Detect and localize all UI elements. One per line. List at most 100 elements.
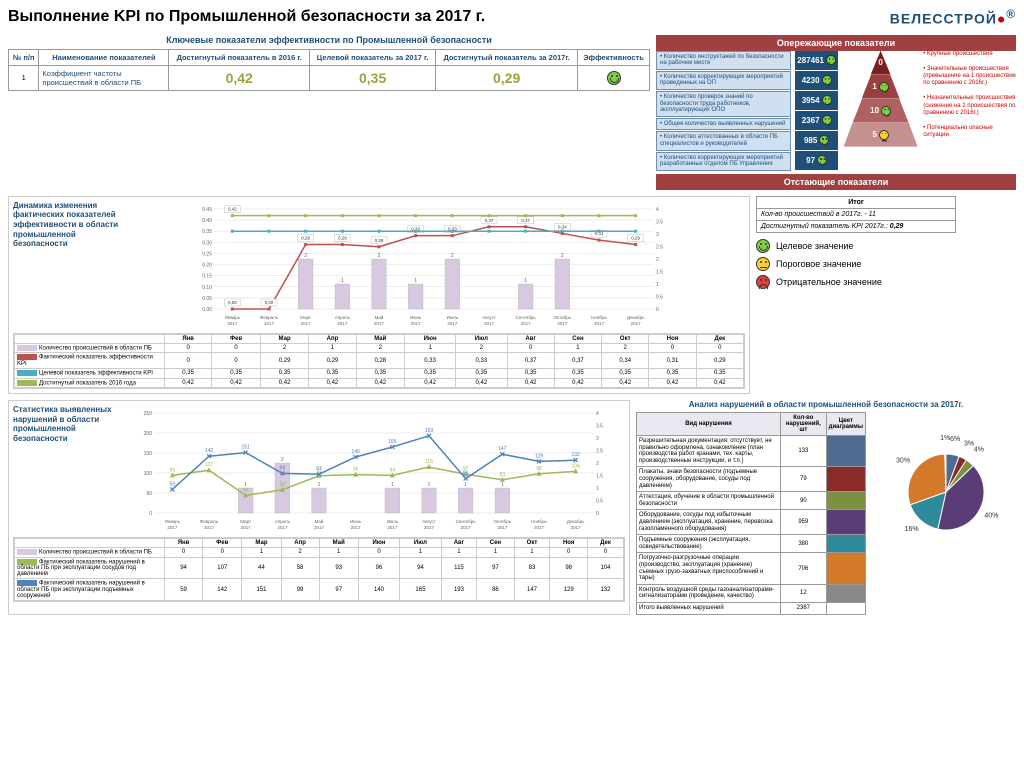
svg-text:0.05: 0.05: [202, 296, 212, 302]
svg-text:104: 104: [571, 463, 580, 469]
svg-text:83: 83: [500, 472, 506, 478]
svg-text:Август: Август: [482, 315, 496, 320]
svg-text:Январь: Январь: [225, 315, 241, 320]
kpi-table: № п/пНаименование показателейДостигнутый…: [8, 49, 650, 91]
svg-text:2017: 2017: [534, 525, 545, 530]
svg-text:1: 1: [341, 278, 344, 284]
svg-text:2017: 2017: [204, 525, 215, 530]
svg-text:2017: 2017: [447, 321, 458, 326]
svg-text:Май: Май: [375, 314, 384, 320]
svg-text:1: 1: [318, 482, 321, 488]
svg-text:0.00: 0.00: [202, 307, 212, 313]
svg-text:30%: 30%: [896, 458, 910, 465]
svg-text:Сентябрь: Сентябрь: [456, 519, 477, 524]
svg-text:0.25: 0.25: [202, 251, 212, 257]
itog-table: Итог Кол-во происшествий в 2017г. - 11 Д…: [756, 196, 956, 233]
svg-text:2: 2: [281, 457, 284, 463]
svg-text:2: 2: [596, 461, 599, 467]
svg-text:0,42: 0,42: [228, 206, 237, 211]
svg-text:200: 200: [144, 431, 153, 437]
svg-text:2: 2: [656, 257, 659, 263]
svg-text:Июль: Июль: [387, 519, 399, 524]
svg-text:2: 2: [378, 253, 381, 259]
svg-text:2017: 2017: [167, 525, 178, 530]
svg-text:3: 3: [596, 436, 599, 442]
svg-text:3.5: 3.5: [596, 424, 603, 430]
svg-text:2.5: 2.5: [656, 244, 663, 250]
svg-text:2017: 2017: [351, 525, 362, 530]
svg-text:94: 94: [170, 467, 176, 473]
svg-text:1: 1: [464, 482, 467, 488]
svg-text:Февраль: Февраль: [260, 315, 279, 320]
svg-text:86: 86: [463, 471, 469, 477]
svg-text:0,29: 0,29: [631, 235, 640, 240]
svg-text:0: 0: [149, 511, 152, 517]
svg-text:2: 2: [561, 253, 564, 259]
svg-text:Ноябрь: Ноябрь: [591, 315, 607, 320]
svg-text:97: 97: [316, 466, 322, 472]
svg-text:Ноябрь: Ноябрь: [531, 519, 547, 524]
svg-text:44: 44: [243, 487, 249, 493]
svg-text:98: 98: [536, 466, 542, 472]
svg-text:0.20: 0.20: [202, 262, 212, 268]
svg-text:3.5: 3.5: [656, 219, 663, 225]
svg-text:0,00: 0,00: [265, 300, 274, 305]
svg-text:4: 4: [656, 207, 659, 213]
svg-text:58: 58: [280, 482, 286, 488]
svg-text:4: 4: [596, 411, 599, 417]
svg-text:1.5: 1.5: [656, 269, 663, 275]
violations-table: Вид нарушенияКол-во нарушений, штЦвет ди…: [636, 412, 866, 614]
svg-text:2017: 2017: [484, 321, 495, 326]
svg-text:Апрель: Апрель: [335, 315, 351, 320]
svg-text:16%: 16%: [905, 526, 919, 533]
svg-text:2017: 2017: [497, 525, 508, 530]
svg-text:0.5: 0.5: [656, 294, 663, 300]
svg-text:1: 1: [391, 482, 394, 488]
svg-text:2017: 2017: [411, 321, 422, 326]
svg-text:Август: Август: [422, 519, 436, 524]
svg-text:2017: 2017: [241, 525, 252, 530]
svg-text:2017: 2017: [631, 321, 642, 326]
svg-text:2017: 2017: [314, 525, 325, 530]
kpi-table-block: Ключевые показатели эффективности по Про…: [8, 35, 650, 190]
svg-text:3%: 3%: [964, 440, 974, 447]
svg-text:59: 59: [170, 481, 176, 487]
violations-block: Анализ нарушений в области промышленной …: [636, 400, 1016, 614]
svg-text:2017: 2017: [424, 525, 435, 530]
svg-text:0.35: 0.35: [202, 229, 212, 235]
svg-text:Октябрь: Октябрь: [554, 315, 572, 320]
svg-text:2017: 2017: [227, 321, 238, 326]
svg-text:Январь: Январь: [165, 519, 181, 524]
svg-text:151: 151: [241, 445, 250, 451]
svg-text:107: 107: [205, 462, 214, 468]
svg-text:Октябрь: Октябрь: [494, 519, 512, 524]
itog-legend-block: Итог Кол-во происшествий в 2017г. - 11 Д…: [756, 196, 1016, 394]
svg-text:Апрель: Апрель: [275, 519, 291, 524]
svg-text:50: 50: [146, 491, 152, 497]
svg-text:1%: 1%: [940, 435, 950, 442]
svg-text:1: 1: [596, 486, 599, 492]
svg-text:2: 2: [451, 253, 454, 259]
svg-text:1: 1: [428, 482, 431, 488]
svg-text:0,00: 0,00: [228, 300, 237, 305]
svg-text:1: 1: [656, 282, 659, 288]
svg-text:2017: 2017: [571, 525, 582, 530]
svg-text:Июнь: Июнь: [350, 519, 362, 524]
logo: ВЕЛЕССТРОЙ●®: [890, 8, 1016, 27]
svg-text:6%: 6%: [950, 436, 960, 443]
svg-text:2017: 2017: [461, 525, 472, 530]
svg-text:3: 3: [656, 232, 659, 238]
svg-text:0.30: 0.30: [202, 240, 212, 246]
svg-text:Июнь: Июнь: [410, 315, 422, 320]
svg-text:1: 1: [524, 278, 527, 284]
svg-text:Декабрь: Декабрь: [567, 519, 585, 524]
svg-text:94: 94: [390, 467, 396, 473]
svg-text:Май: Май: [315, 518, 324, 524]
svg-text:96: 96: [353, 467, 359, 473]
chart1-block: Динамика изменения фактических показател…: [8, 196, 750, 394]
chart2-block: Статистика выявленных нарушений в област…: [8, 400, 630, 614]
svg-text:2017: 2017: [337, 321, 348, 326]
kpi-title: Ключевые показатели эффективности по Про…: [8, 35, 650, 45]
svg-text:2.5: 2.5: [596, 449, 603, 455]
svg-text:115: 115: [425, 459, 433, 465]
